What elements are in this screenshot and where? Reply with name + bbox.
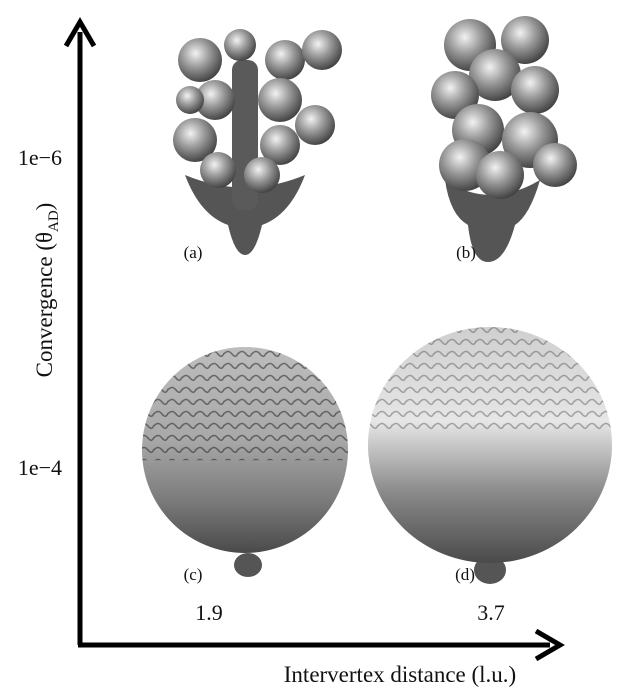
shape-a <box>173 29 342 255</box>
panel-label: (a) <box>184 243 203 262</box>
panel-label: (b) <box>456 243 476 262</box>
x-axis-label: Intervertex distance (l.u.) <box>284 662 516 687</box>
figure: 1e−6 1e−4 1.9 3.7 Intervertex distance (… <box>0 0 632 688</box>
shape-c <box>142 347 348 577</box>
y-axis-label: Convergence (θAD) <box>32 203 62 378</box>
y-tick-label: 1e−6 <box>18 145 62 170</box>
y-label-sub: AD <box>46 210 62 232</box>
panel-label: (d) <box>455 565 475 584</box>
panel-label: (c) <box>184 565 203 584</box>
shape-b <box>431 16 577 262</box>
x-tick-label: 1.9 <box>195 600 223 625</box>
y-label-end: ) <box>32 203 57 211</box>
x-tick-label: 3.7 <box>477 600 505 625</box>
shape-d <box>368 327 612 584</box>
y-tick-label: 1e−4 <box>18 455 62 480</box>
y-label-main: Convergence (θ <box>32 232 57 377</box>
page: {"x_axis": {"label": "Intervertex distan… <box>0 0 632 688</box>
